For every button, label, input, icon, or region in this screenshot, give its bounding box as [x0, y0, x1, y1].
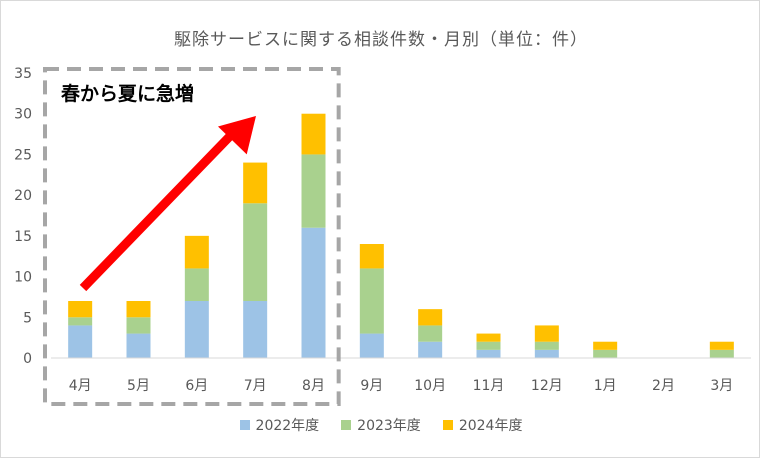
x-category-label: 7月 — [244, 378, 267, 394]
x-axis: 4月 5月 6月 7月 8月 9月 10月 11月 12月 1月 2月 3月 — [51, 357, 751, 394]
y-tick-label: 10 — [14, 270, 32, 286]
bar-series — [68, 113, 734, 358]
bar-2 — [534, 341, 559, 350]
x-category-label: 12月 — [531, 378, 563, 394]
y-tick-label: 20 — [14, 188, 32, 204]
arrow-icon — [79, 116, 256, 292]
bar-2 — [359, 268, 384, 334]
y-tick-label: 0 — [23, 351, 32, 367]
bar-3 — [301, 113, 326, 155]
x-category-label: 1月 — [594, 378, 617, 394]
bar-3 — [126, 301, 151, 318]
y-tick-label: 30 — [14, 107, 32, 123]
legend-item-2024: 2024年度 — [442, 415, 523, 435]
bar-3 — [68, 301, 93, 318]
y-tick-label: 15 — [14, 229, 32, 245]
bar-3 — [184, 235, 209, 269]
bar-3 — [476, 333, 501, 342]
y-axis: 0 5 10 15 20 25 30 35 — [14, 66, 32, 367]
bar-2 — [243, 203, 268, 301]
bar-1 — [418, 341, 443, 358]
highlight-box — [43, 67, 341, 406]
bar-2 — [301, 154, 326, 228]
bar-3 — [243, 162, 268, 204]
x-category-label: 9月 — [360, 378, 383, 394]
bar-2 — [126, 317, 151, 334]
legend-swatch-2024 — [442, 420, 453, 430]
legend-item-2022: 2022年度 — [239, 415, 320, 435]
x-category-label: 4月 — [69, 378, 92, 394]
x-category-label: 6月 — [185, 378, 208, 394]
legend-label-2023: 2023年度 — [357, 418, 421, 434]
legend-label-2024: 2024年度 — [458, 418, 523, 434]
y-tick-label: 5 — [23, 310, 32, 326]
bar-1 — [301, 227, 326, 358]
bar-3 — [709, 341, 734, 350]
x-category-label: 8月 — [302, 378, 325, 394]
bar-2 — [68, 317, 93, 326]
bar-2 — [709, 349, 734, 358]
bar-1 — [184, 301, 209, 358]
legend: 2022年度 2023年度 2024年度 — [1, 415, 760, 435]
bar-1 — [359, 333, 384, 358]
legend-swatch-2023 — [341, 420, 352, 430]
bar-2 — [593, 349, 618, 358]
y-tick-label: 25 — [14, 147, 32, 163]
legend-label-2022: 2022年度 — [255, 418, 320, 434]
bar-2 — [418, 325, 443, 342]
x-category-label: 10月 — [414, 378, 446, 394]
bar-3 — [418, 309, 443, 326]
x-category-label: 11月 — [473, 378, 505, 394]
bar-3 — [534, 325, 559, 342]
bar-1 — [534, 349, 559, 358]
legend-swatch-2022 — [239, 420, 250, 430]
y-tick-label: 35 — [14, 66, 32, 82]
bar-2 — [184, 268, 209, 301]
bar-1 — [68, 325, 93, 358]
bar-3 — [359, 244, 384, 269]
arrow-head — [217, 116, 256, 155]
bar-1 — [126, 333, 151, 358]
x-category-label: 5月 — [127, 378, 150, 394]
bar-1 — [243, 301, 268, 358]
bar-2 — [476, 341, 501, 350]
arrow-shaft — [79, 129, 237, 292]
annotation-text: 春から夏に急増 — [61, 82, 194, 105]
legend-item-2023: 2023年度 — [341, 415, 421, 435]
x-category-label: 3月 — [710, 378, 733, 394]
bar-3 — [593, 341, 618, 350]
x-category-label: 2月 — [652, 378, 675, 394]
bar-1 — [476, 349, 501, 358]
chart-title: 駆除サービスに関する相談件数・月別（単位：件） — [174, 30, 588, 50]
